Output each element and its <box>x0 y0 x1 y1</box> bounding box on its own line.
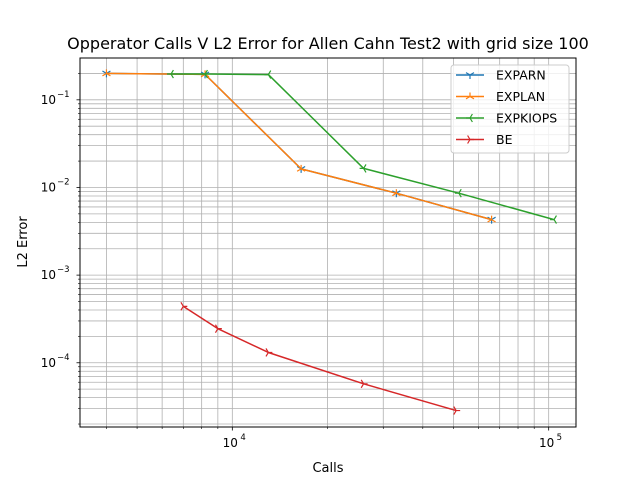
x-tick-label: 10 <box>539 436 554 450</box>
legend-label: BE <box>496 132 513 147</box>
data-point <box>296 164 306 172</box>
legend-label: EXPKIOPS <box>496 111 557 126</box>
y-tick-label: 10 <box>41 268 56 282</box>
x-tick-exponent: 5 <box>557 433 562 443</box>
data-point <box>201 69 208 79</box>
legend-entry: EXPKIOPS <box>456 111 557 126</box>
legend: EXPARN EXPLAN EXPKIOPS BE <box>450 64 570 154</box>
y-tick-exponent: −1 <box>57 90 70 100</box>
y-axis-label: L2 Error <box>16 216 31 268</box>
chart-title: Opperator Calls V L2 Error for Allen Cah… <box>67 34 589 53</box>
y-tick-exponent: −4 <box>57 353 70 363</box>
series-line <box>171 73 555 221</box>
data-point <box>167 69 174 79</box>
x-tick-label: 10 <box>223 436 238 450</box>
series-layer <box>102 69 557 415</box>
data-point <box>453 406 461 415</box>
legend-box <box>450 64 570 154</box>
axis-ticks: 10 4 10 510 −410 −310 −210 −1 <box>41 73 562 450</box>
legend-entry: BE <box>456 132 513 147</box>
y-tick-exponent: −3 <box>57 265 70 275</box>
legend-items: EXPARN EXPLAN EXPKIOPS BE <box>456 68 557 147</box>
data-point <box>454 188 462 198</box>
data-point <box>180 302 188 311</box>
data-point <box>360 379 368 389</box>
data-point <box>359 164 367 173</box>
data-point <box>265 348 273 357</box>
y-tick-label: 10 <box>41 356 56 370</box>
legend-entry: EXPARN <box>456 68 546 83</box>
grid <box>80 58 576 427</box>
data-point <box>214 324 222 333</box>
legend-swatch-marker <box>466 113 473 123</box>
plot-frame <box>79 57 577 428</box>
y-tick-label: 10 <box>41 180 56 194</box>
series-be <box>180 302 461 415</box>
legend-entry: EXPLAN <box>456 89 545 104</box>
series-expkiops <box>167 69 557 224</box>
x-tick-exponent: 4 <box>240 433 245 443</box>
data-point <box>264 70 272 79</box>
data-point <box>550 215 557 224</box>
legend-swatch-marker <box>465 92 475 100</box>
data-point <box>102 69 111 77</box>
x-axis-label: Calls <box>312 461 343 476</box>
data-point <box>392 189 401 197</box>
legend-label: EXPLAN <box>496 89 545 104</box>
data-point <box>487 215 496 223</box>
legend-label: EXPARN <box>496 68 546 83</box>
y-tick-label: 10 <box>41 93 56 107</box>
legend-swatch-marker <box>467 135 474 144</box>
y-tick-exponent: −2 <box>57 177 70 187</box>
legend-swatch-marker <box>465 72 475 79</box>
